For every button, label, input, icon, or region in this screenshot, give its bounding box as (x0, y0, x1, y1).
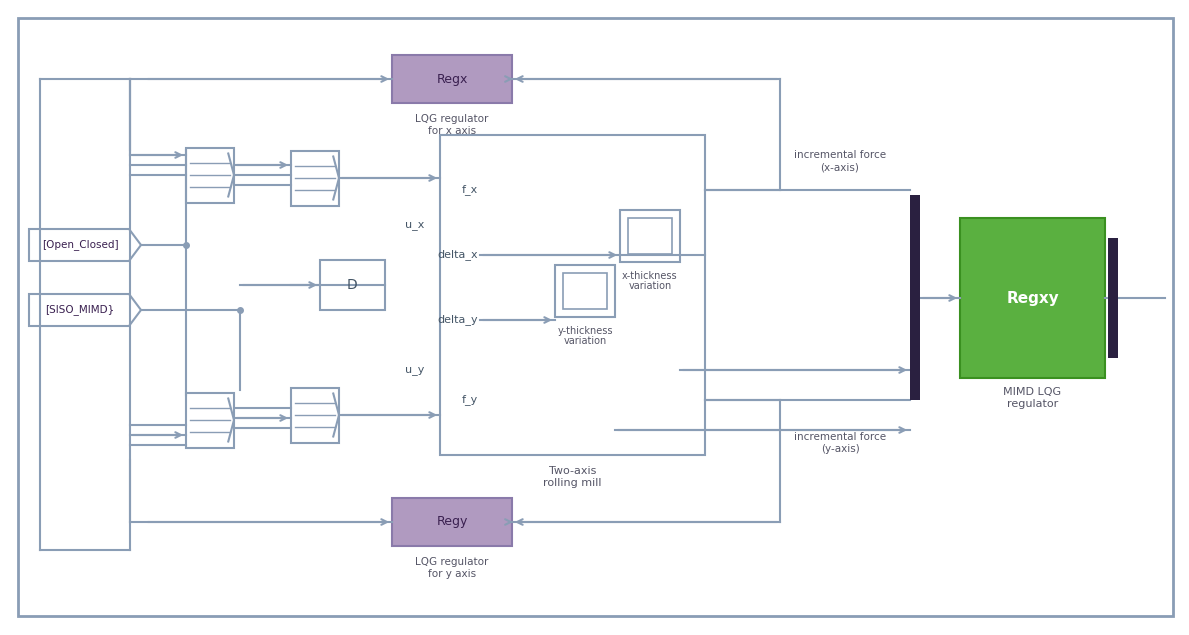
Text: y-thickness: y-thickness (558, 326, 612, 336)
Text: rolling mill: rolling mill (543, 478, 602, 488)
Text: LQG regulator: LQG regulator (415, 557, 489, 567)
Bar (619, 210, 680, 262)
Text: Regxy: Regxy (1006, 290, 1059, 305)
Text: incremental force: incremental force (794, 150, 886, 160)
Bar (1108, 238, 1118, 358)
Bar (392, 498, 512, 546)
Text: [SISO_MIMD}: [SISO_MIMD} (45, 305, 114, 316)
Text: u_y: u_y (405, 365, 424, 375)
Text: (x-axis): (x-axis) (820, 162, 860, 172)
Text: incremental force: incremental force (794, 432, 886, 442)
Bar (291, 150, 339, 206)
Text: u_x: u_x (405, 220, 424, 230)
Text: Regy: Regy (436, 516, 467, 528)
Bar (440, 135, 705, 455)
Text: variation: variation (628, 281, 672, 291)
Text: variation: variation (564, 336, 606, 346)
Bar (960, 218, 1105, 378)
Text: [Open_Closed]: [Open_Closed] (42, 239, 119, 250)
Text: Two-axis: Two-axis (549, 466, 596, 476)
Text: f_x: f_x (461, 185, 478, 196)
Text: for x axis: for x axis (428, 126, 476, 136)
Text: Regx: Regx (436, 72, 467, 86)
Bar (628, 218, 672, 254)
Bar (320, 260, 385, 310)
Polygon shape (29, 229, 141, 261)
Bar (564, 273, 608, 309)
Text: (y-axis): (y-axis) (820, 444, 860, 454)
Text: x-thickness: x-thickness (622, 271, 678, 281)
Bar (555, 265, 615, 317)
Text: for y axis: for y axis (428, 569, 476, 579)
Bar (185, 147, 234, 203)
Text: delta_y: delta_y (438, 314, 478, 326)
Bar (392, 55, 512, 103)
Text: D: D (347, 278, 358, 292)
Text: delta_x: delta_x (438, 250, 478, 260)
Bar (185, 392, 234, 448)
Polygon shape (29, 294, 141, 326)
Text: f_y: f_y (461, 394, 478, 406)
Text: regulator: regulator (1007, 399, 1058, 409)
Bar (910, 195, 920, 400)
Bar (291, 387, 339, 443)
Text: MIMD LQG: MIMD LQG (1004, 387, 1062, 397)
Text: LQG regulator: LQG regulator (415, 114, 489, 124)
